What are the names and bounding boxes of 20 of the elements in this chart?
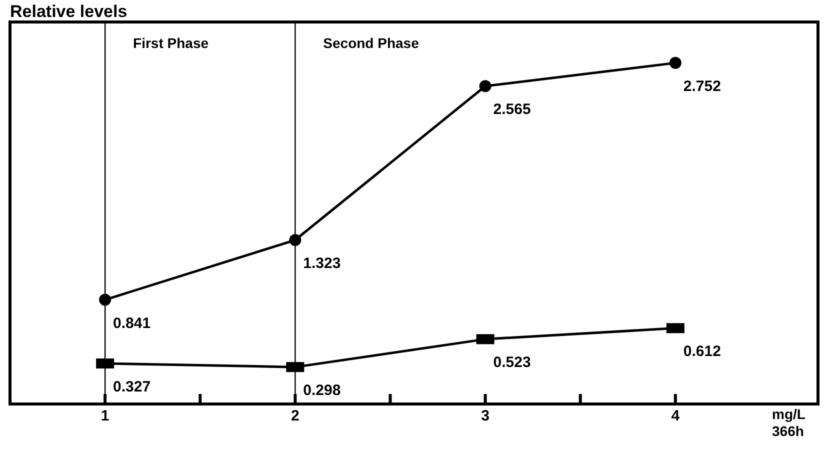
x-tick-label: 1 [100, 408, 110, 425]
data-label: 1.323 [303, 255, 341, 272]
x-tick-label: 2 [291, 408, 300, 425]
data-label: 0.612 [683, 343, 721, 360]
data-label: 0.523 [493, 354, 531, 372]
x-tick-label: 4 [671, 408, 680, 425]
x-tick-label: 3 [481, 408, 490, 425]
data-label: 0.327 [113, 378, 151, 396]
point [669, 56, 682, 69]
x-axis-title: mg/L 366h [772, 406, 806, 440]
point [289, 234, 302, 246]
y-axis-title: Relative levels [10, 2, 128, 22]
data-label: 0.841 [113, 314, 151, 332]
ref-line-label: First Phase [133, 34, 209, 51]
data-label: 2.752 [683, 78, 721, 95]
point [99, 294, 112, 306]
data-label: 2.565 [493, 101, 531, 118]
data-label: 0.298 [303, 382, 341, 400]
point [479, 80, 492, 92]
ref-line-label: Second Phase [323, 34, 420, 51]
